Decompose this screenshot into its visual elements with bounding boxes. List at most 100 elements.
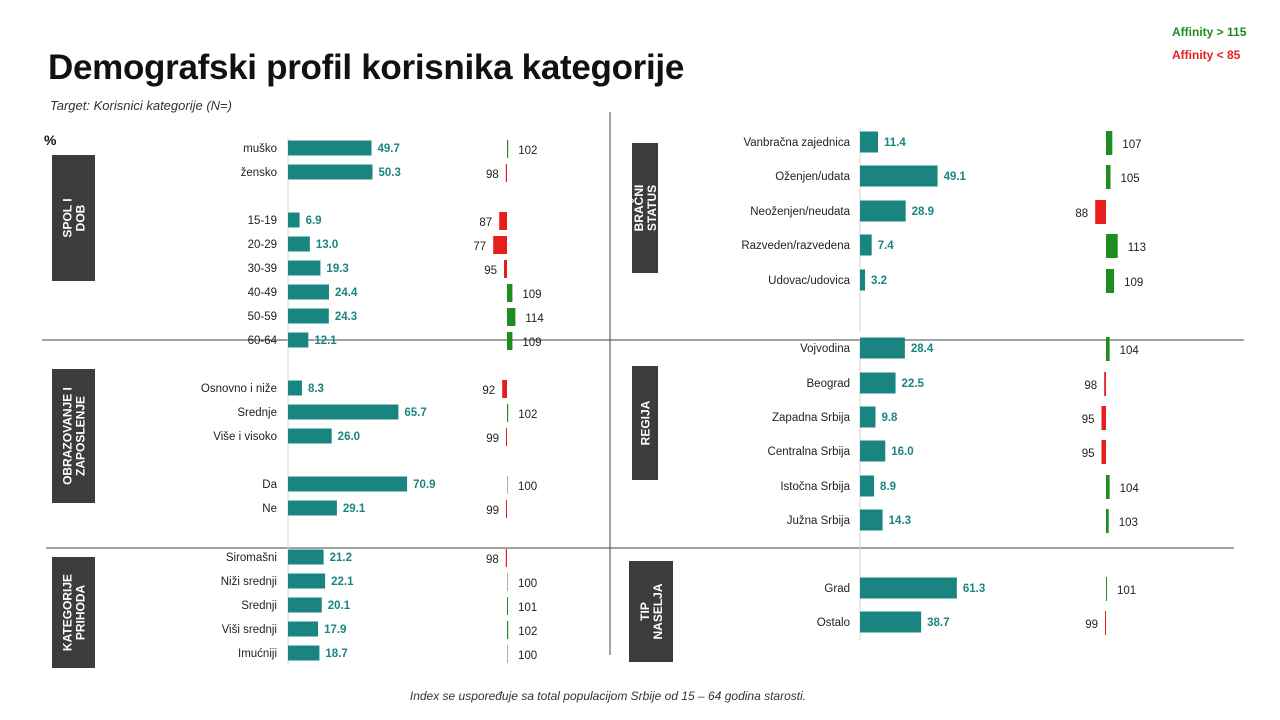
index-label: 100 (518, 578, 537, 590)
footnote: Index se uspoređuje sa total populacijom… (409, 689, 807, 703)
value-label: 22.5 (902, 378, 925, 390)
value-label: 20.1 (328, 600, 351, 612)
bar (860, 131, 879, 153)
index-label: 95 (1082, 448, 1095, 460)
category-label: Vojvodina (800, 343, 850, 355)
index-bar (506, 428, 507, 446)
index-label: 114 (525, 313, 544, 325)
section-1-title-text: SPOL I (61, 198, 75, 237)
section-6-title-box (629, 561, 673, 662)
category-label: 60-64 (248, 335, 278, 347)
index-bar (1106, 577, 1107, 601)
value-label: 65.7 (404, 407, 426, 419)
category-label: Više i visoko (213, 431, 277, 443)
index-label: 95 (484, 265, 497, 277)
value-label: 18.7 (325, 648, 347, 660)
index-bar (1106, 234, 1118, 258)
category-label: Istočna Srbija (780, 481, 850, 493)
bar (860, 577, 957, 599)
category-label: Srednje (237, 407, 277, 419)
section-5-title-box (632, 366, 658, 480)
index-bar (1104, 372, 1106, 396)
index-label: 104 (1120, 483, 1140, 495)
value-label: 49.7 (377, 143, 399, 155)
bar (860, 509, 883, 531)
index-label: 98 (486, 554, 499, 566)
section-3-title-text: PRIHODA (74, 585, 88, 641)
value-label: 21.2 (330, 552, 352, 564)
value-label: 38.7 (927, 617, 949, 629)
bar (860, 475, 875, 497)
index-bar (505, 164, 507, 182)
section-4-title-box (632, 143, 658, 273)
value-label: 70.9 (413, 479, 435, 491)
category-label: muško (243, 143, 277, 155)
index-label: 92 (482, 385, 495, 397)
index-label: 101 (1117, 585, 1136, 597)
index-label: 104 (1120, 345, 1140, 357)
value-label: 14.3 (889, 515, 911, 527)
section-4-title-text: BRAČNI (631, 185, 646, 232)
index-label: 103 (1119, 517, 1138, 529)
bar (860, 406, 876, 428)
index-bar (1106, 165, 1111, 189)
value-label: 3.2 (871, 275, 887, 287)
legend-low-affinity: Affinity < 85 (1172, 48, 1241, 62)
bar (860, 372, 896, 394)
value-label: 8.9 (880, 481, 896, 493)
bar (860, 337, 905, 359)
index-label: 109 (522, 337, 541, 349)
value-label: 12.1 (314, 335, 337, 347)
index-label: 100 (518, 650, 537, 662)
chart-subtitle: Target: Korisnici kategorije (N=) (50, 98, 232, 113)
bar (860, 611, 922, 633)
section-1-title-group: SPOL I DOB (61, 198, 88, 237)
category-label: Ostalo (817, 617, 850, 629)
index-bar (502, 380, 507, 398)
legend-high-affinity: Affinity > 115 (1172, 25, 1247, 39)
index-label: 99 (1085, 619, 1098, 631)
index-label: 102 (518, 626, 537, 638)
index-bar (507, 404, 509, 422)
section-6-title-text: TIP (638, 602, 652, 621)
section-4-title-group: BRAČNI STATUS (631, 185, 659, 232)
section-4-title-text: STATUS (645, 185, 659, 231)
index-label: 105 (1121, 173, 1140, 185)
index-bar (1106, 337, 1110, 361)
category-label: 40-49 (248, 287, 277, 299)
category-label: Srednji (241, 600, 277, 612)
category-label: 20-29 (248, 239, 277, 251)
bar (288, 428, 332, 444)
bar (288, 260, 321, 276)
value-label: 19.3 (326, 263, 348, 275)
value-label: 50.3 (379, 167, 401, 179)
bar (288, 284, 329, 300)
category-label: 50-59 (248, 311, 277, 323)
value-label: 6.9 (306, 215, 322, 227)
index-bar (499, 212, 507, 230)
index-bar (507, 621, 509, 639)
index-label: 102 (518, 145, 537, 157)
bar (288, 332, 309, 348)
category-label: Udovac/udovica (768, 275, 850, 287)
index-bar (507, 597, 508, 615)
index-label: 99 (486, 505, 499, 517)
index-label: 95 (1082, 414, 1095, 426)
category-label: Ne (262, 503, 277, 515)
index-label: 107 (1122, 139, 1141, 151)
index-label: 98 (486, 169, 499, 181)
section-6-title-group: TIP NASELJA (638, 583, 665, 639)
bar (288, 645, 320, 661)
index-bar (1095, 200, 1106, 224)
category-label: Zapadna Srbija (772, 412, 851, 424)
index-label: 101 (518, 602, 537, 614)
category-label: Beograd (807, 378, 850, 390)
category-label: Siromašni (226, 552, 277, 564)
category-label: 30-39 (248, 263, 277, 275)
section-3-title-group: KATEGORIJE PRIHODA (61, 574, 88, 651)
index-bar (507, 573, 508, 591)
section-5-title-group: REGIJA (639, 400, 653, 445)
category-label: Da (262, 479, 277, 491)
bar (288, 573, 326, 589)
